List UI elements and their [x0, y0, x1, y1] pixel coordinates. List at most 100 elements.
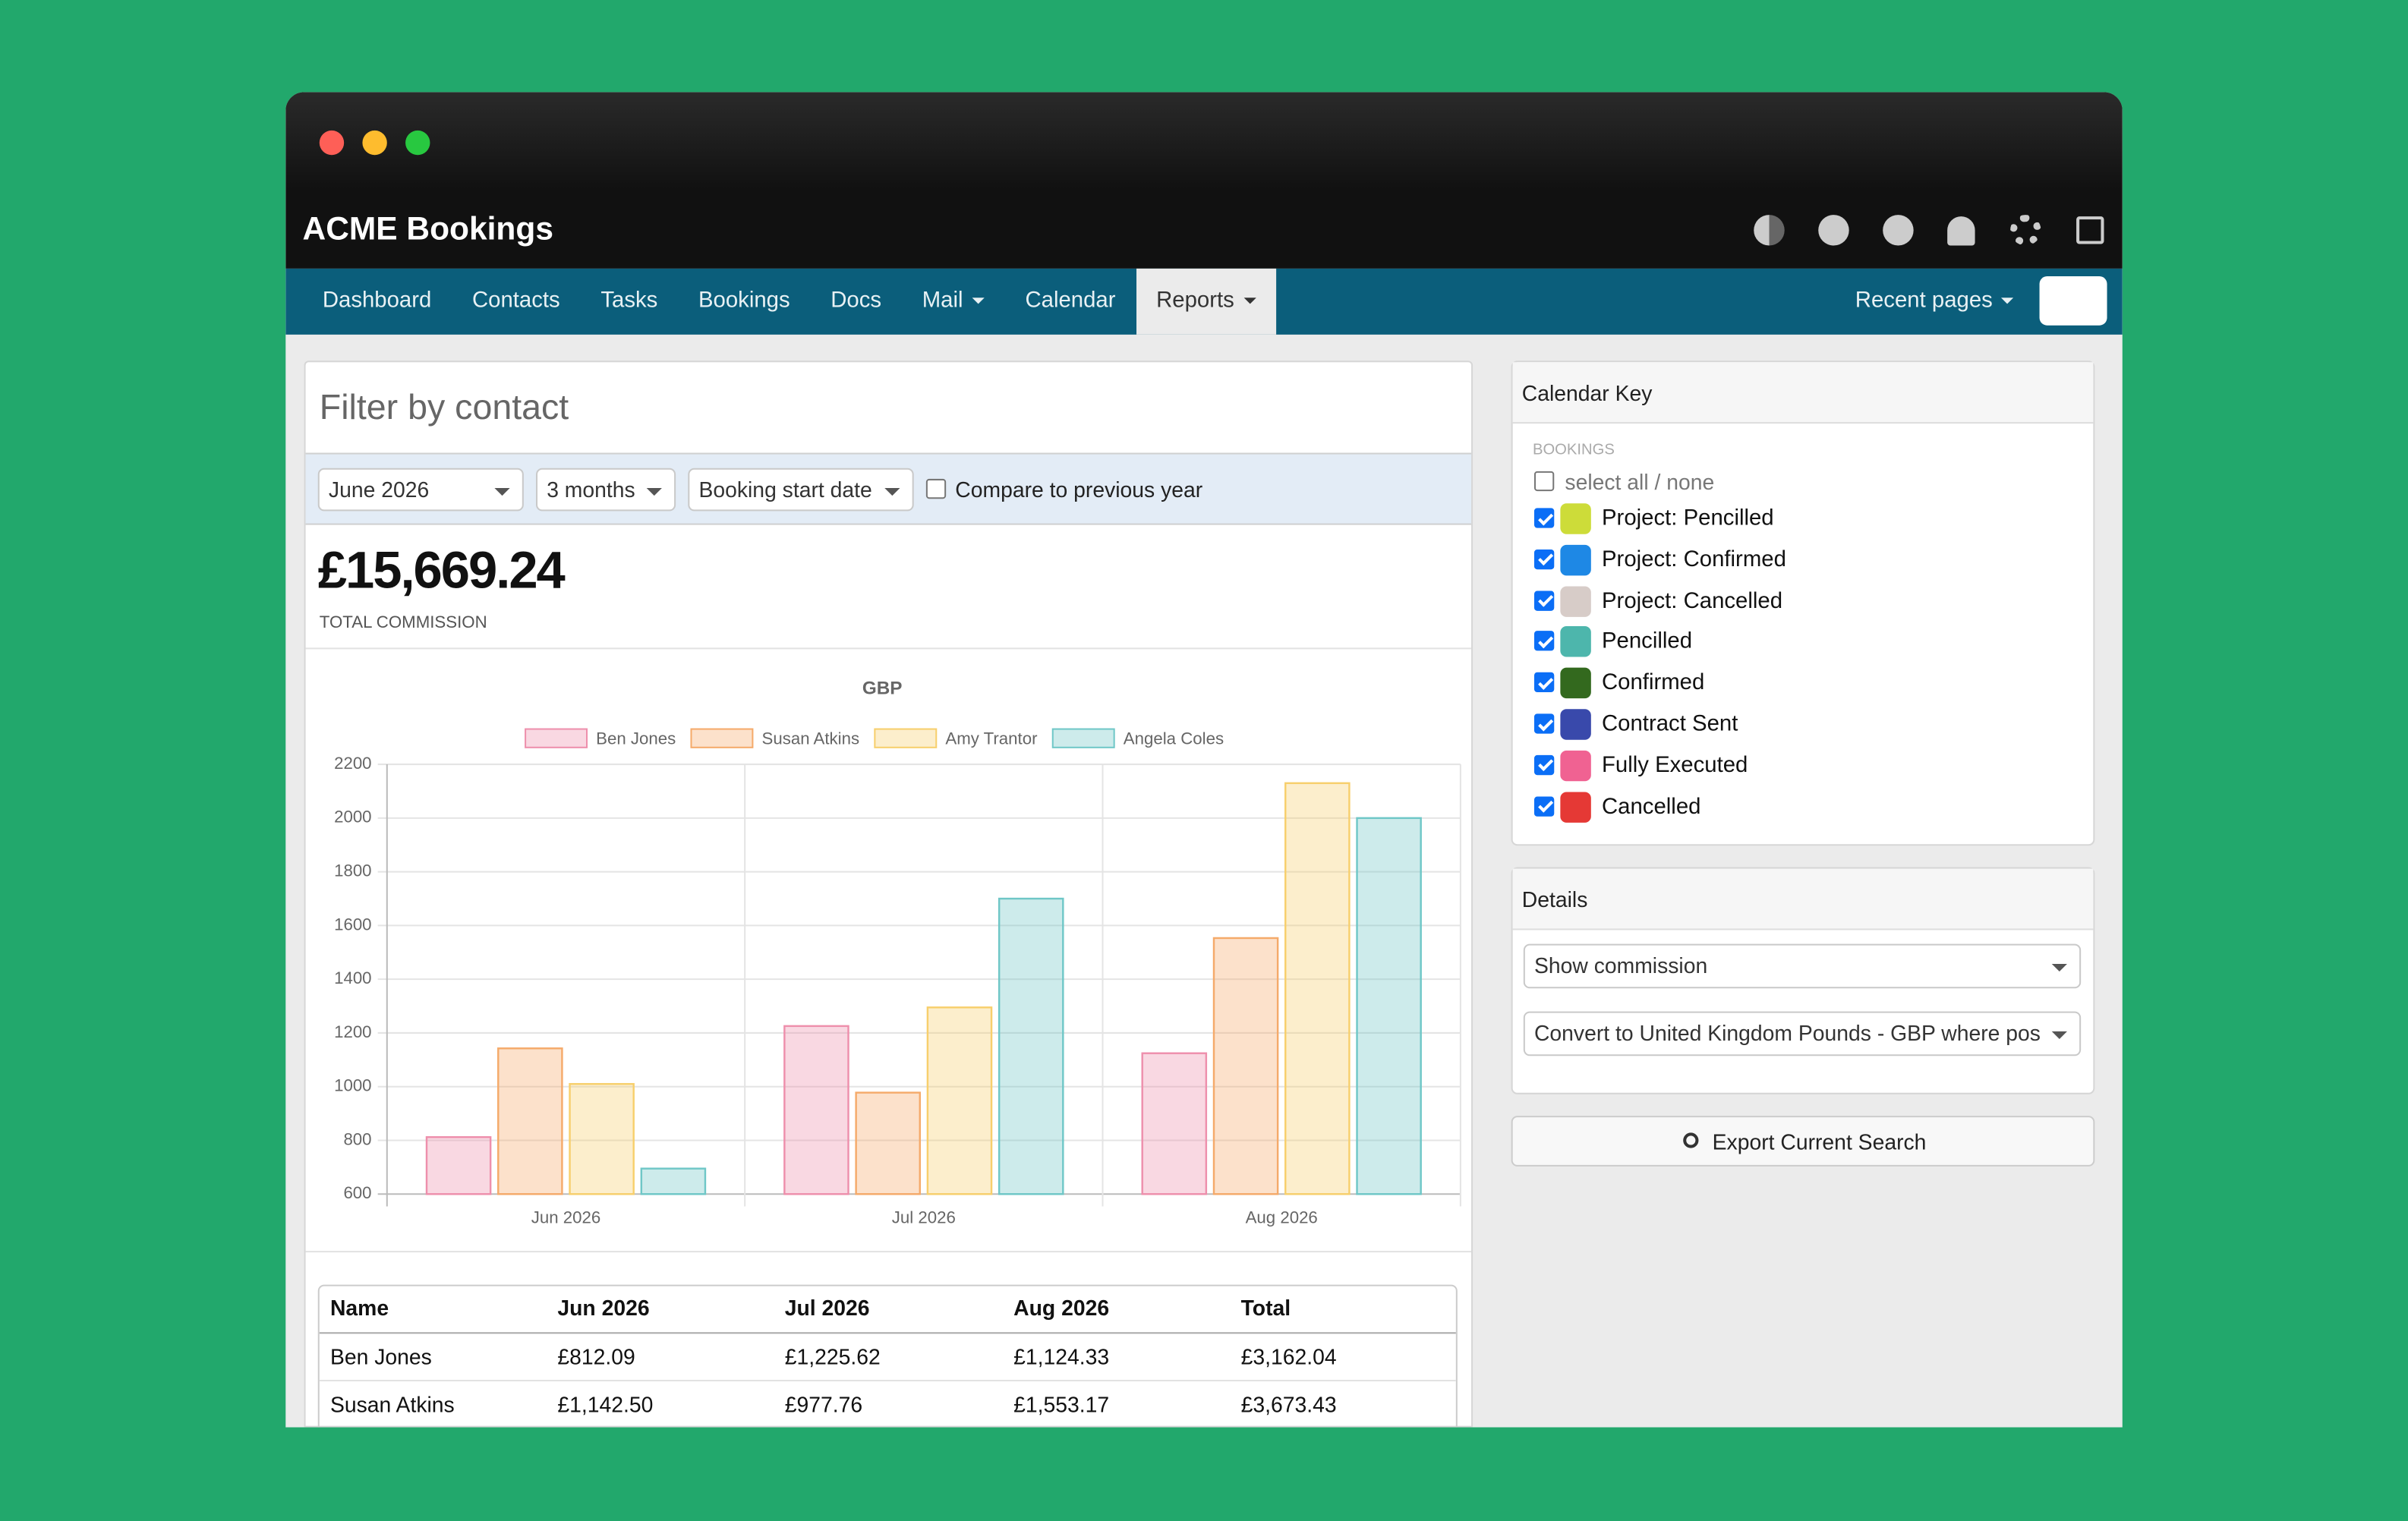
key-label: Contract Sent: [1601, 712, 1738, 737]
account-icon[interactable]: [1883, 215, 1914, 246]
key-checkbox[interactable]: [1533, 672, 1555, 693]
compare-checkbox[interactable]: [925, 478, 947, 499]
key-swatch: [1560, 585, 1591, 617]
notification-icon[interactable]: [1947, 216, 1975, 246]
card-header: [1512, 868, 2094, 931]
select-all-checkbox[interactable]: [1533, 471, 1555, 492]
logout-icon[interactable]: [2076, 216, 2104, 244]
key-checkbox[interactable]: [1533, 631, 1555, 652]
card-header: [1512, 362, 2094, 424]
sidebar-toggle[interactable]: [2039, 276, 2107, 326]
minimize-button[interactable]: [362, 130, 387, 156]
bar: [855, 1091, 921, 1195]
legend-swatch: [1051, 728, 1115, 748]
app-title: ACME Bookings: [302, 212, 553, 247]
month-select[interactable]: June 2026: [317, 468, 524, 512]
key-checkbox[interactable]: [1533, 713, 1555, 734]
legend-label: Angela Coles: [1124, 729, 1224, 748]
key-checkbox[interactable]: [1533, 549, 1555, 569]
y-tick-label: 600: [343, 1183, 371, 1202]
table-cell: Ben Jones: [329, 1344, 432, 1369]
key-label: Fully Executed: [1601, 753, 1748, 778]
legend-swatch: [690, 728, 754, 748]
bar: [1141, 1052, 1208, 1195]
y-tick-label: 1400: [334, 968, 371, 987]
key-swatch: [1560, 626, 1591, 658]
nav-item[interactable]: Docs: [831, 288, 882, 313]
key-swatch: [1560, 791, 1591, 823]
total-label: TOTAL COMMISSION: [319, 613, 487, 633]
key-checkbox[interactable]: [1533, 508, 1555, 528]
table-header: Name: [329, 1295, 389, 1321]
key-swatch: [1560, 750, 1591, 781]
y-tick-label: 1600: [334, 915, 371, 934]
maximize-button[interactable]: [405, 130, 430, 156]
close-button[interactable]: [319, 130, 345, 156]
card-title: Calendar Key: [1521, 380, 1653, 405]
compare-label: Compare to previous year: [955, 477, 1203, 502]
nav-item[interactable]: Tasks: [600, 288, 658, 313]
table-cell: £1,225.62: [784, 1344, 881, 1369]
chart-title: GBP: [862, 678, 903, 698]
bar: [425, 1136, 492, 1195]
section-label: BOOKINGS: [1532, 442, 1615, 459]
table-header: Jul 2026: [784, 1295, 870, 1321]
select-all-label[interactable]: select all / none: [1565, 469, 1715, 495]
y-tick-label: 1000: [334, 1076, 371, 1095]
bar: [1212, 937, 1279, 1195]
bar: [497, 1047, 563, 1195]
legend-swatch: [874, 728, 938, 748]
y-tick-label: 800: [343, 1129, 371, 1148]
recent-pages[interactable]: Recent pages: [1855, 269, 2014, 335]
commission-select[interactable]: Show commission: [1523, 943, 2082, 989]
nav-item[interactable]: Dashboard: [322, 288, 432, 313]
key-label: Project: Pencilled: [1601, 506, 1774, 531]
row-divider: [319, 1379, 1456, 1381]
nav-item[interactable]: Bookings: [698, 288, 790, 313]
key-checkbox[interactable]: [1533, 795, 1555, 816]
table-header: Jun 2026: [557, 1295, 650, 1321]
key-checkbox[interactable]: [1533, 590, 1555, 611]
bar: [1284, 782, 1351, 1195]
date-field-select[interactable]: Booking start date: [688, 468, 914, 512]
table-header: Aug 2026: [1013, 1295, 1110, 1321]
help-icon[interactable]: [1818, 215, 1849, 246]
key-swatch: [1560, 709, 1591, 740]
bar: [783, 1025, 849, 1195]
key-label: Project: Cancelled: [1601, 588, 1783, 614]
currency-select[interactable]: Convert to United Kingdom Pounds - GBP w…: [1523, 1011, 2082, 1057]
theme-icon[interactable]: [1754, 215, 1785, 246]
nav-item[interactable]: Contacts: [471, 288, 560, 313]
key-label: Confirmed: [1601, 671, 1705, 696]
y-tick-label: 1800: [334, 861, 371, 880]
title-bar: [285, 92, 2123, 269]
settings-icon[interactable]: [2010, 215, 2041, 246]
nav-item[interactable]: Mail: [902, 269, 1004, 335]
y-tick-label: 2200: [334, 754, 371, 773]
report-panel: [304, 361, 1473, 1428]
table-header: Total: [1240, 1295, 1291, 1321]
legend-label: Ben Jones: [596, 729, 676, 748]
card-title: Details: [1521, 886, 1588, 912]
y-tick-label: 1200: [334, 1022, 371, 1041]
contact-filter[interactable]: Filter by contact: [319, 386, 569, 427]
legend-swatch: [525, 728, 588, 748]
key-checkbox[interactable]: [1533, 754, 1555, 775]
x-tick-label: Jun 2026: [531, 1208, 601, 1227]
row-divider: [319, 1332, 1456, 1334]
table-cell: £1,124.33: [1013, 1344, 1110, 1369]
bar: [1356, 817, 1422, 1195]
export-button[interactable]: Export Current Search: [1511, 1116, 2095, 1167]
nav-item[interactable]: Calendar: [1025, 288, 1116, 313]
period-select[interactable]: 3 months: [536, 468, 676, 512]
total-amount: £15,669.24: [317, 541, 566, 600]
bar: [926, 1006, 993, 1195]
nav-item[interactable]: Reports: [1136, 268, 1276, 335]
table-cell: £812.09: [557, 1344, 635, 1369]
chart: GBP 600 800 1000 1200 1400 1600 1800 2000 2200 Jun…: [334, 678, 1461, 1227]
export-label: Export Current Search: [1712, 1129, 1927, 1154]
legend-label: Amy Trantor: [945, 729, 1038, 748]
x-tick-label: Jul 2026: [892, 1208, 956, 1227]
